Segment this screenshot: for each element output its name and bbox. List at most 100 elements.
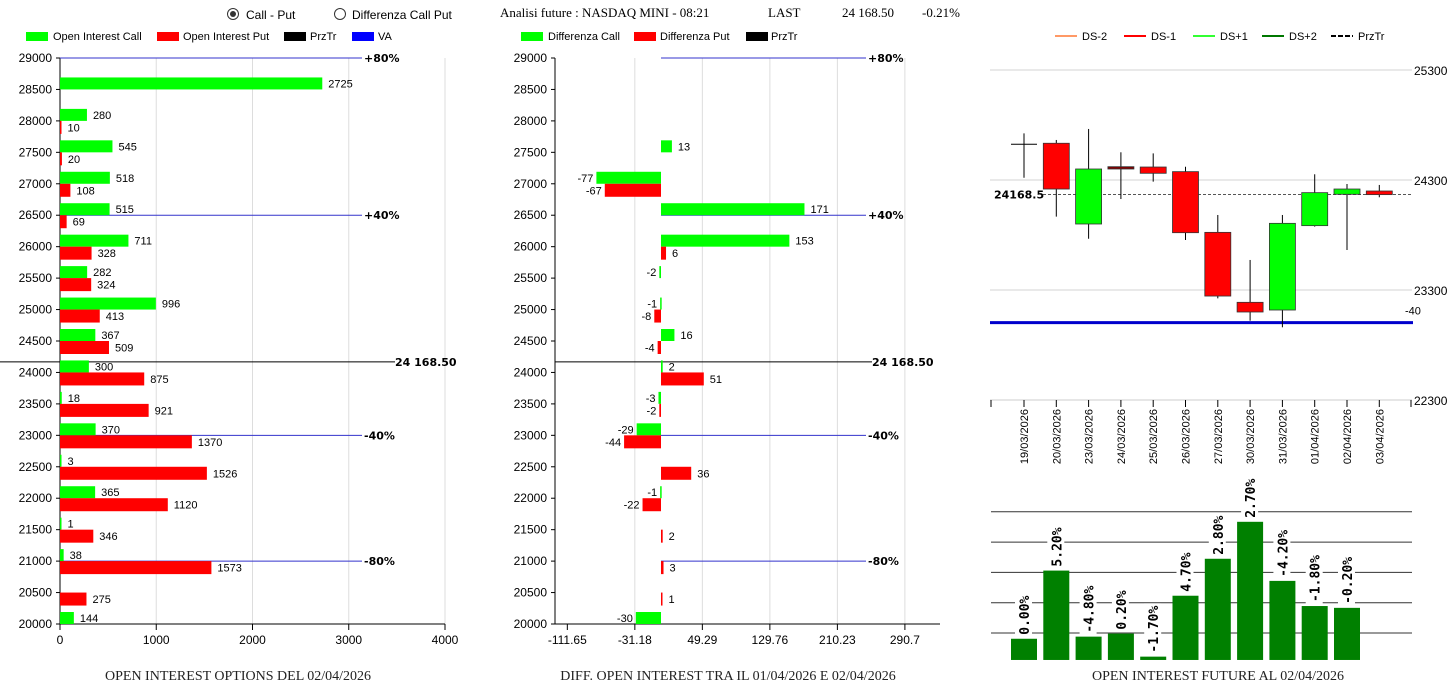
call-bar [661, 140, 672, 153]
call-bar [659, 266, 661, 279]
y-tick-label: 22300 [1414, 394, 1448, 408]
put-bar [60, 403, 149, 417]
reference-line-label: +80% [364, 52, 400, 65]
y-tick-label: 28500 [19, 82, 53, 96]
y-tick-label: 27000 [19, 177, 53, 191]
open-interest-options-chart: 0 1000 2000 3000 4000 29000 28500 28000 27500 270… [0, 51, 459, 647]
bar-value-label: -44 [605, 437, 621, 449]
candle-up [1075, 168, 1102, 225]
put-bar [60, 152, 62, 166]
legend-label: DS+1 [1220, 31, 1248, 43]
bar-value-label: 365 [101, 487, 119, 499]
legend-swatch-przTr [284, 32, 306, 41]
call-bar [636, 423, 661, 436]
future-bar-label: 4.70% [1180, 552, 1195, 591]
y-tick-label: 23300 [1414, 284, 1448, 298]
label-background [1176, 550, 1194, 594]
left-chart-title: OPEN INTEREST OPTIONS DEL 02/04/2026 [105, 669, 371, 684]
bar-value-label: -77 [577, 173, 593, 185]
bar-value-label: -1 [647, 487, 657, 499]
put-bar [624, 435, 661, 449]
y-tick-label: 28000 [514, 114, 548, 128]
bar-value-label: 51 [710, 374, 722, 386]
legend-label: Differenza Call [548, 31, 620, 43]
future-bar [1269, 580, 1296, 660]
radio-call-put[interactable]: Call - Put [227, 8, 297, 22]
y-tick-label: 27500 [514, 145, 548, 159]
future-bar-label: -0.20% [1341, 557, 1356, 604]
call-bar [60, 297, 156, 310]
put-bar [60, 120, 62, 134]
x-tick-label: -31.18 [618, 633, 652, 647]
va-line-label: -40 [1405, 306, 1421, 318]
bar-value-label: 875 [150, 374, 168, 386]
diff-open-interest-chart: -111.65 -31.18 49.29 129.76 210.23 290.7 29000… [514, 51, 940, 647]
candle-up [1269, 222, 1296, 311]
put-bar [661, 529, 663, 543]
label-background [1144, 603, 1162, 655]
reference-line-label: -80% [364, 555, 395, 568]
legend-label: Open Interest Put [183, 31, 269, 43]
y-tick-label: 28500 [514, 82, 548, 96]
call-bar [60, 108, 87, 121]
x-tick-label: 27/03/2026 [1213, 409, 1225, 464]
y-tick-label: 25500 [19, 271, 53, 285]
radio-differenza-call-put[interactable]: Differenza Call Put [334, 8, 453, 22]
y-tick-label: 21000 [514, 554, 548, 568]
legend-swatch-diff-put [634, 32, 656, 41]
call-bar [661, 360, 663, 373]
x-tick-label: 03/04/2026 [1374, 409, 1386, 464]
x-tick-label: 20/03/2026 [1051, 409, 1063, 464]
bar-value-label: 1573 [217, 563, 241, 575]
bar-value-label: 711 [134, 236, 152, 248]
bar-value-label: 2 [669, 361, 675, 373]
call-bar [60, 360, 89, 373]
x-tick-label: 2000 [239, 633, 266, 647]
bar-value-label: -8 [642, 311, 652, 323]
label-background [1208, 513, 1226, 557]
bar-value-label: 921 [155, 405, 173, 417]
y-tick-label: 23500 [514, 397, 548, 411]
future-bar [1011, 638, 1037, 660]
bar-value-label: 367 [101, 330, 119, 342]
bar-value-label: 171 [810, 204, 828, 216]
legend-label: VA [378, 31, 393, 43]
bar-value-label: 38 [70, 550, 82, 562]
x-tick-label: 23/03/2026 [1084, 409, 1096, 464]
y-tick-label: 27500 [19, 145, 53, 159]
future-bar-label: 0.00% [1018, 595, 1033, 634]
y-tick-label: 22000 [514, 491, 548, 505]
label-background [1111, 588, 1129, 632]
price-line-label: 24 168.50 [395, 356, 457, 369]
candle-up [1333, 188, 1361, 195]
bar-value-label: 1120 [174, 500, 198, 512]
x-tick-label: 01/04/2026 [1310, 409, 1322, 464]
bar-value-label: 69 [73, 217, 85, 229]
x-tick-label: 19/03/2026 [1019, 409, 1031, 464]
bar-value-label: 509 [115, 343, 133, 355]
radio-button[interactable] [334, 8, 346, 20]
call-bar [60, 329, 96, 341]
y-tick-label: 25000 [19, 303, 53, 317]
put-bar [60, 466, 207, 480]
y-tick-label: 26000 [514, 240, 548, 254]
put-bar [661, 246, 667, 260]
x-tick-label: 0 [57, 633, 64, 647]
bar-value-label: 10 [68, 122, 80, 134]
x-tick-label: 49.29 [687, 633, 717, 647]
put-bar [60, 183, 71, 197]
call-bar [60, 391, 62, 404]
put-bar [661, 561, 664, 575]
radio-label: Call - Put [246, 8, 296, 22]
put-bar [661, 372, 704, 386]
x-tick-label: 129.76 [752, 633, 789, 647]
y-tick-label: 26000 [19, 240, 53, 254]
future-bar-label: 0.20% [1115, 590, 1130, 629]
bar-value-label: 518 [116, 173, 134, 185]
bar-value-label: -67 [586, 185, 602, 197]
reference-line-label: +40% [868, 209, 904, 222]
call-bar [60, 234, 129, 247]
bar-value-label: 18 [68, 393, 80, 405]
legend-label: PrzTr [1358, 31, 1385, 43]
x-tick-label: 25/03/2026 [1148, 409, 1160, 464]
